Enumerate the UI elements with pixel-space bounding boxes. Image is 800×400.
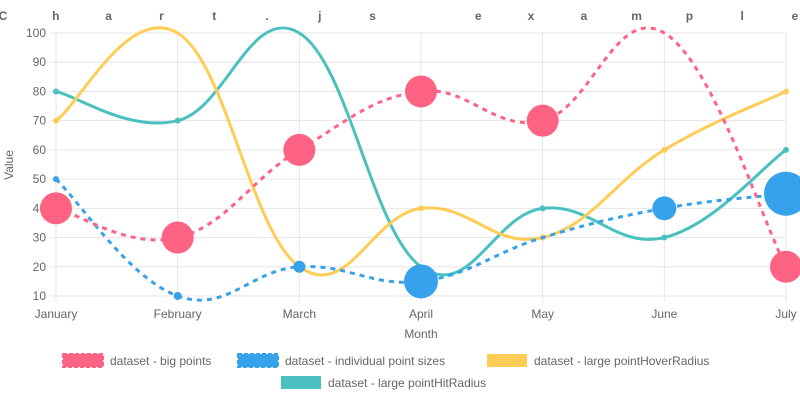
- x-axis-label: Month: [404, 327, 437, 341]
- chart-title-char: p: [686, 9, 693, 23]
- data-point[interactable]: [173, 292, 182, 300]
- y-tick-label: 90: [33, 55, 47, 69]
- y-tick-label: 80: [33, 84, 47, 98]
- chart-title-char: e: [475, 9, 482, 23]
- chart-title-char: h: [52, 9, 59, 23]
- legend-label: dataset - large pointHoverRadius: [534, 354, 709, 368]
- data-point[interactable]: [783, 88, 789, 95]
- legend-swatch: [62, 353, 104, 368]
- x-tick-label: April: [409, 307, 433, 321]
- legend-item[interactable]: dataset - individual point sizes: [237, 353, 445, 368]
- x-tick-label: May: [531, 307, 554, 321]
- data-point[interactable]: [283, 133, 316, 166]
- data-point[interactable]: [539, 205, 546, 212]
- legend-swatch: [487, 354, 527, 367]
- chart-title-char: r: [159, 9, 164, 23]
- y-tick-label: 30: [33, 231, 47, 245]
- data-point[interactable]: [40, 192, 72, 225]
- chart-title-char: s: [369, 9, 376, 23]
- series-4: [53, 26, 789, 277]
- data-point[interactable]: [783, 146, 789, 153]
- chart-title-char: e: [792, 9, 799, 23]
- chart-title-char: x: [528, 9, 535, 23]
- legend-item[interactable]: dataset - big points: [62, 353, 211, 368]
- y-tick-label: 70: [33, 114, 47, 128]
- grid: [50, 32, 787, 302]
- y-tick-label: 50: [33, 172, 47, 186]
- data-point[interactable]: [764, 171, 800, 216]
- x-axis-ticks: January February March April May June July: [35, 307, 797, 321]
- x-tick-label: February: [154, 307, 202, 321]
- legend-label: dataset - individual point sizes: [285, 354, 445, 368]
- data-point[interactable]: [293, 260, 306, 273]
- chart-title-char: C: [0, 9, 8, 23]
- data-point[interactable]: [770, 250, 800, 283]
- x-tick-label: June: [651, 307, 677, 321]
- data-point[interactable]: [53, 88, 59, 95]
- legend-swatch: [281, 376, 321, 389]
- chart-title-char: t: [212, 9, 216, 23]
- chart-title-char: a: [105, 9, 112, 23]
- series-line: [55, 26, 787, 277]
- legend-swatch: [237, 353, 279, 368]
- data-point[interactable]: [661, 146, 668, 153]
- y-tick-label: 100: [26, 26, 46, 40]
- data-point[interactable]: [161, 221, 194, 254]
- data-point[interactable]: [661, 234, 668, 241]
- legend: dataset - big points dataset - individual…: [62, 353, 709, 390]
- series: [40, 26, 800, 302]
- chart-title-char: m: [631, 9, 642, 23]
- data-point[interactable]: [53, 176, 59, 183]
- data-point[interactable]: [53, 117, 59, 124]
- y-tick-label: 20: [33, 260, 47, 274]
- series-1: [40, 26, 800, 283]
- chart-title-char: l: [741, 9, 744, 23]
- chart-title-char: .: [265, 9, 268, 23]
- x-tick-label: March: [283, 307, 316, 321]
- data-point[interactable]: [405, 75, 437, 108]
- series-2: [53, 171, 800, 302]
- data-point[interactable]: [652, 196, 677, 221]
- legend-label: dataset - large pointHitRadius: [328, 376, 486, 390]
- chart-title-char: j: [317, 9, 321, 23]
- data-point[interactable]: [174, 117, 181, 124]
- data-point[interactable]: [526, 104, 559, 137]
- y-tick-label: 10: [33, 289, 47, 303]
- y-axis-label: Value: [2, 150, 16, 180]
- chart-title-char: a: [580, 9, 587, 23]
- data-point[interactable]: [418, 205, 424, 212]
- y-tick-label: 60: [33, 143, 47, 157]
- legend-item[interactable]: dataset - large pointHoverRadius: [487, 354, 709, 368]
- legend-item[interactable]: dataset - large pointHitRadius: [281, 376, 486, 390]
- legend-label: dataset - big points: [110, 354, 211, 368]
- series-line: [54, 178, 787, 302]
- x-tick-label: July: [775, 307, 796, 321]
- data-point[interactable]: [404, 264, 438, 299]
- x-tick-label: January: [35, 307, 78, 321]
